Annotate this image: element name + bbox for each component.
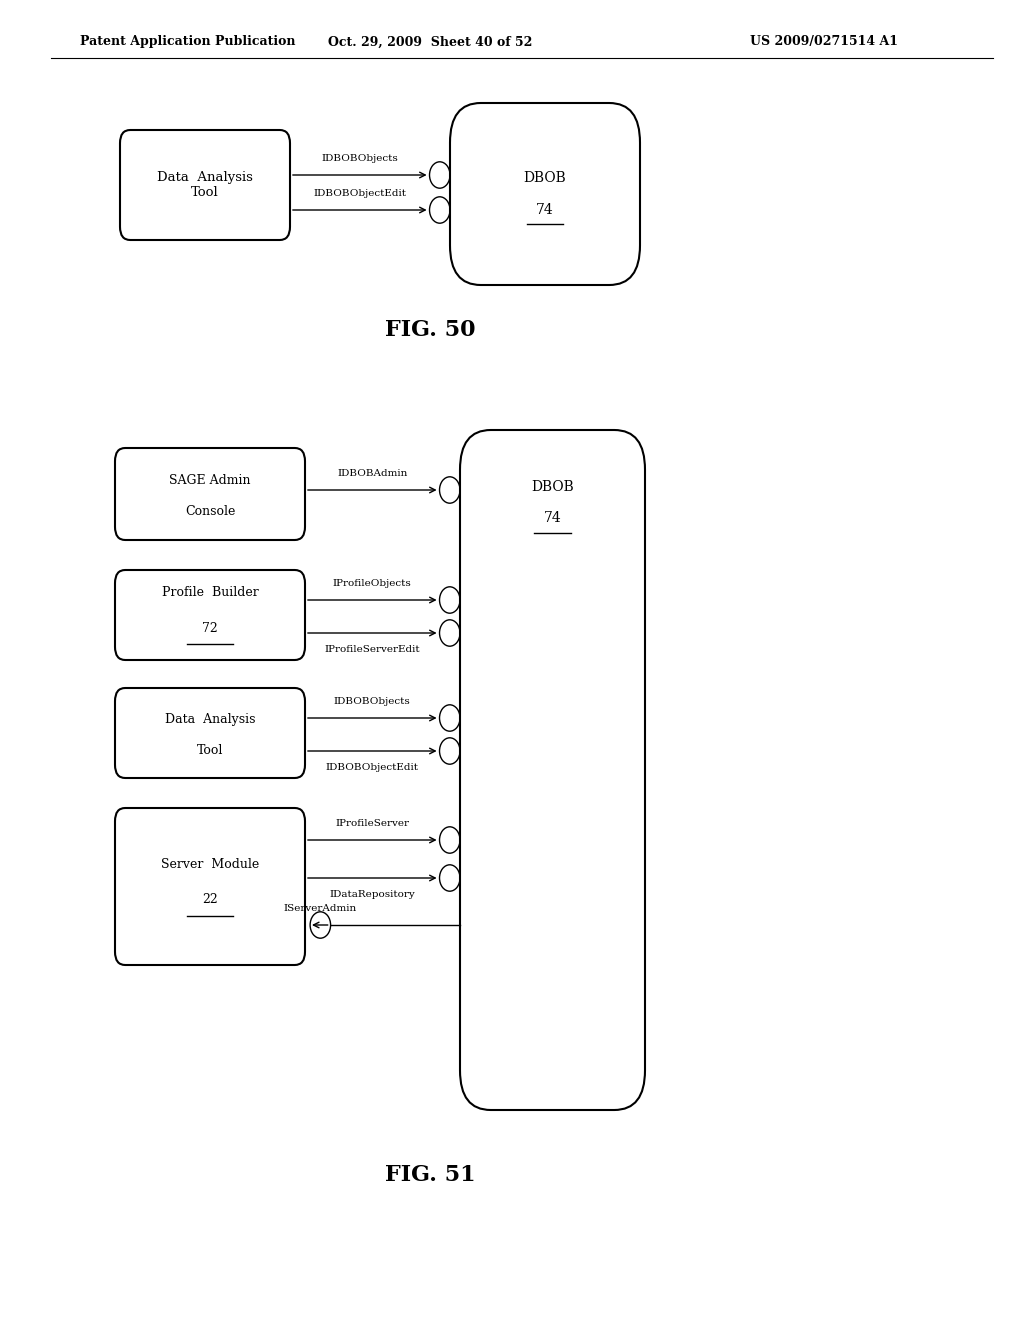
Text: IDBOBObjectEdit: IDBOBObjectEdit [326, 763, 419, 772]
Text: IProfileServer: IProfileServer [335, 820, 410, 828]
Text: FIG. 51: FIG. 51 [385, 1164, 475, 1185]
Text: IDataRepository: IDataRepository [330, 890, 415, 899]
Text: IDBOBObjects: IDBOBObjects [322, 154, 398, 164]
Text: IDBOBObjects: IDBOBObjects [334, 697, 411, 706]
FancyBboxPatch shape [115, 688, 305, 777]
Text: Data  Analysis: Data Analysis [165, 713, 255, 726]
Text: 22: 22 [202, 894, 218, 907]
Text: Oct. 29, 2009  Sheet 40 of 52: Oct. 29, 2009 Sheet 40 of 52 [328, 36, 532, 49]
Text: Server  Module: Server Module [161, 858, 259, 871]
Text: 72: 72 [202, 622, 218, 635]
Text: Console: Console [184, 504, 236, 517]
Text: SAGE Admin: SAGE Admin [169, 474, 251, 487]
Text: DBOB: DBOB [523, 172, 566, 185]
Text: IDBOBAdmin: IDBOBAdmin [337, 469, 408, 478]
Text: FIG. 50: FIG. 50 [385, 319, 475, 341]
Text: IProfileObjects: IProfileObjects [333, 579, 412, 589]
FancyBboxPatch shape [460, 430, 645, 1110]
Text: IProfileServerEdit: IProfileServerEdit [325, 645, 420, 653]
FancyBboxPatch shape [120, 129, 290, 240]
Text: Tool: Tool [197, 743, 223, 756]
Text: IDBOBObjectEdit: IDBOBObjectEdit [313, 189, 407, 198]
Text: DBOB: DBOB [531, 479, 573, 494]
FancyBboxPatch shape [115, 808, 305, 965]
FancyBboxPatch shape [115, 447, 305, 540]
FancyBboxPatch shape [115, 570, 305, 660]
Text: Patent Application Publication: Patent Application Publication [80, 36, 296, 49]
Text: Profile  Builder: Profile Builder [162, 586, 258, 599]
FancyBboxPatch shape [450, 103, 640, 285]
Text: Data  Analysis
Tool: Data Analysis Tool [157, 172, 253, 199]
Text: 74: 74 [537, 203, 554, 216]
Text: IServerAdmin: IServerAdmin [284, 904, 357, 913]
Text: US 2009/0271514 A1: US 2009/0271514 A1 [750, 36, 898, 49]
Text: 74: 74 [544, 511, 561, 525]
